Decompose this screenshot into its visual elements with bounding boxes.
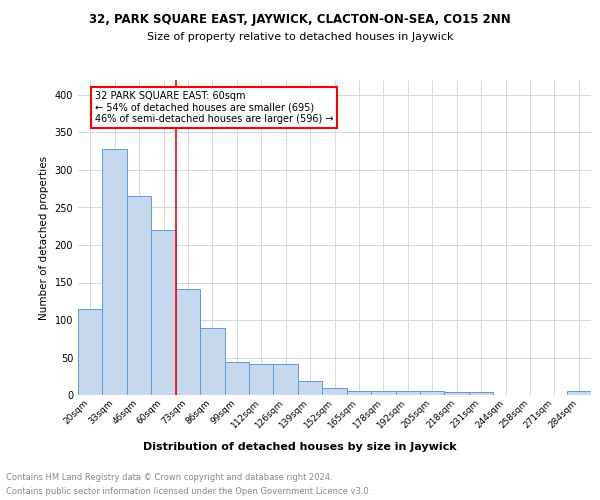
Bar: [78, 308, 103, 395]
Text: Contains HM Land Registry data © Crown copyright and database right 2024.: Contains HM Land Registry data © Crown c…: [6, 472, 332, 482]
Bar: [151, 230, 176, 395]
Bar: [395, 390, 420, 395]
Bar: [469, 392, 493, 395]
Bar: [200, 328, 224, 395]
Text: 32 PARK SQUARE EAST: 60sqm
← 54% of detached houses are smaller (695)
46% of sem: 32 PARK SQUARE EAST: 60sqm ← 54% of deta…: [95, 91, 333, 124]
Bar: [103, 149, 127, 395]
Bar: [224, 362, 249, 395]
Text: Size of property relative to detached houses in Jaywick: Size of property relative to detached ho…: [147, 32, 453, 42]
Bar: [127, 196, 151, 395]
Text: Contains public sector information licensed under the Open Government Licence v3: Contains public sector information licen…: [6, 488, 371, 496]
Bar: [420, 390, 445, 395]
Bar: [445, 392, 469, 395]
Bar: [371, 390, 395, 395]
Bar: [566, 391, 591, 395]
Bar: [249, 364, 274, 395]
Bar: [347, 390, 371, 395]
Bar: [176, 288, 200, 395]
Bar: [322, 388, 347, 395]
Text: 32, PARK SQUARE EAST, JAYWICK, CLACTON-ON-SEA, CO15 2NN: 32, PARK SQUARE EAST, JAYWICK, CLACTON-O…: [89, 12, 511, 26]
Text: Distribution of detached houses by size in Jaywick: Distribution of detached houses by size …: [143, 442, 457, 452]
Y-axis label: Number of detached properties: Number of detached properties: [39, 156, 49, 320]
Bar: [298, 381, 322, 395]
Bar: [274, 364, 298, 395]
